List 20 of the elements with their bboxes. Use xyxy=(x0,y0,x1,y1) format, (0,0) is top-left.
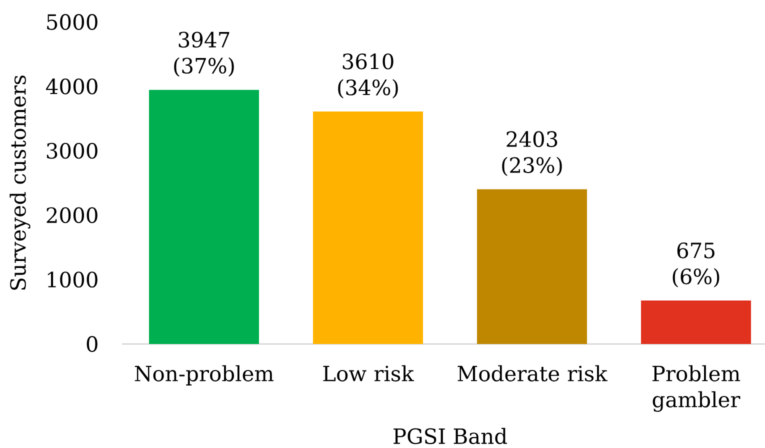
data-label: 3947 (37%) xyxy=(174,32,234,77)
y-tick-label: 4000 xyxy=(46,78,98,94)
x-tick-label: Moderate risk xyxy=(458,365,608,382)
bar xyxy=(149,90,260,344)
y-tick-label: 2000 xyxy=(46,207,98,224)
y-axis-title: Surveyed customers xyxy=(10,76,30,290)
y-tick-label: 0 xyxy=(86,336,98,352)
data-label: 675 (6%) xyxy=(672,242,720,288)
x-tick-label: Low risk xyxy=(323,365,414,382)
x-axis-title: PGSI Band xyxy=(394,428,507,444)
y-tick-label: 1000 xyxy=(48,272,98,288)
y-tick-label: 3000 xyxy=(46,142,98,159)
x-tick-label: Problem gambler xyxy=(652,365,740,412)
bar xyxy=(313,112,424,344)
x-tick-label: Non-problem xyxy=(134,365,274,386)
y-tick-label: 5000 xyxy=(47,14,98,30)
bar xyxy=(477,189,588,344)
bar xyxy=(641,300,752,344)
data-label: 2403 (23%) xyxy=(502,131,562,176)
data-label: 3610 (34%) xyxy=(338,53,398,98)
